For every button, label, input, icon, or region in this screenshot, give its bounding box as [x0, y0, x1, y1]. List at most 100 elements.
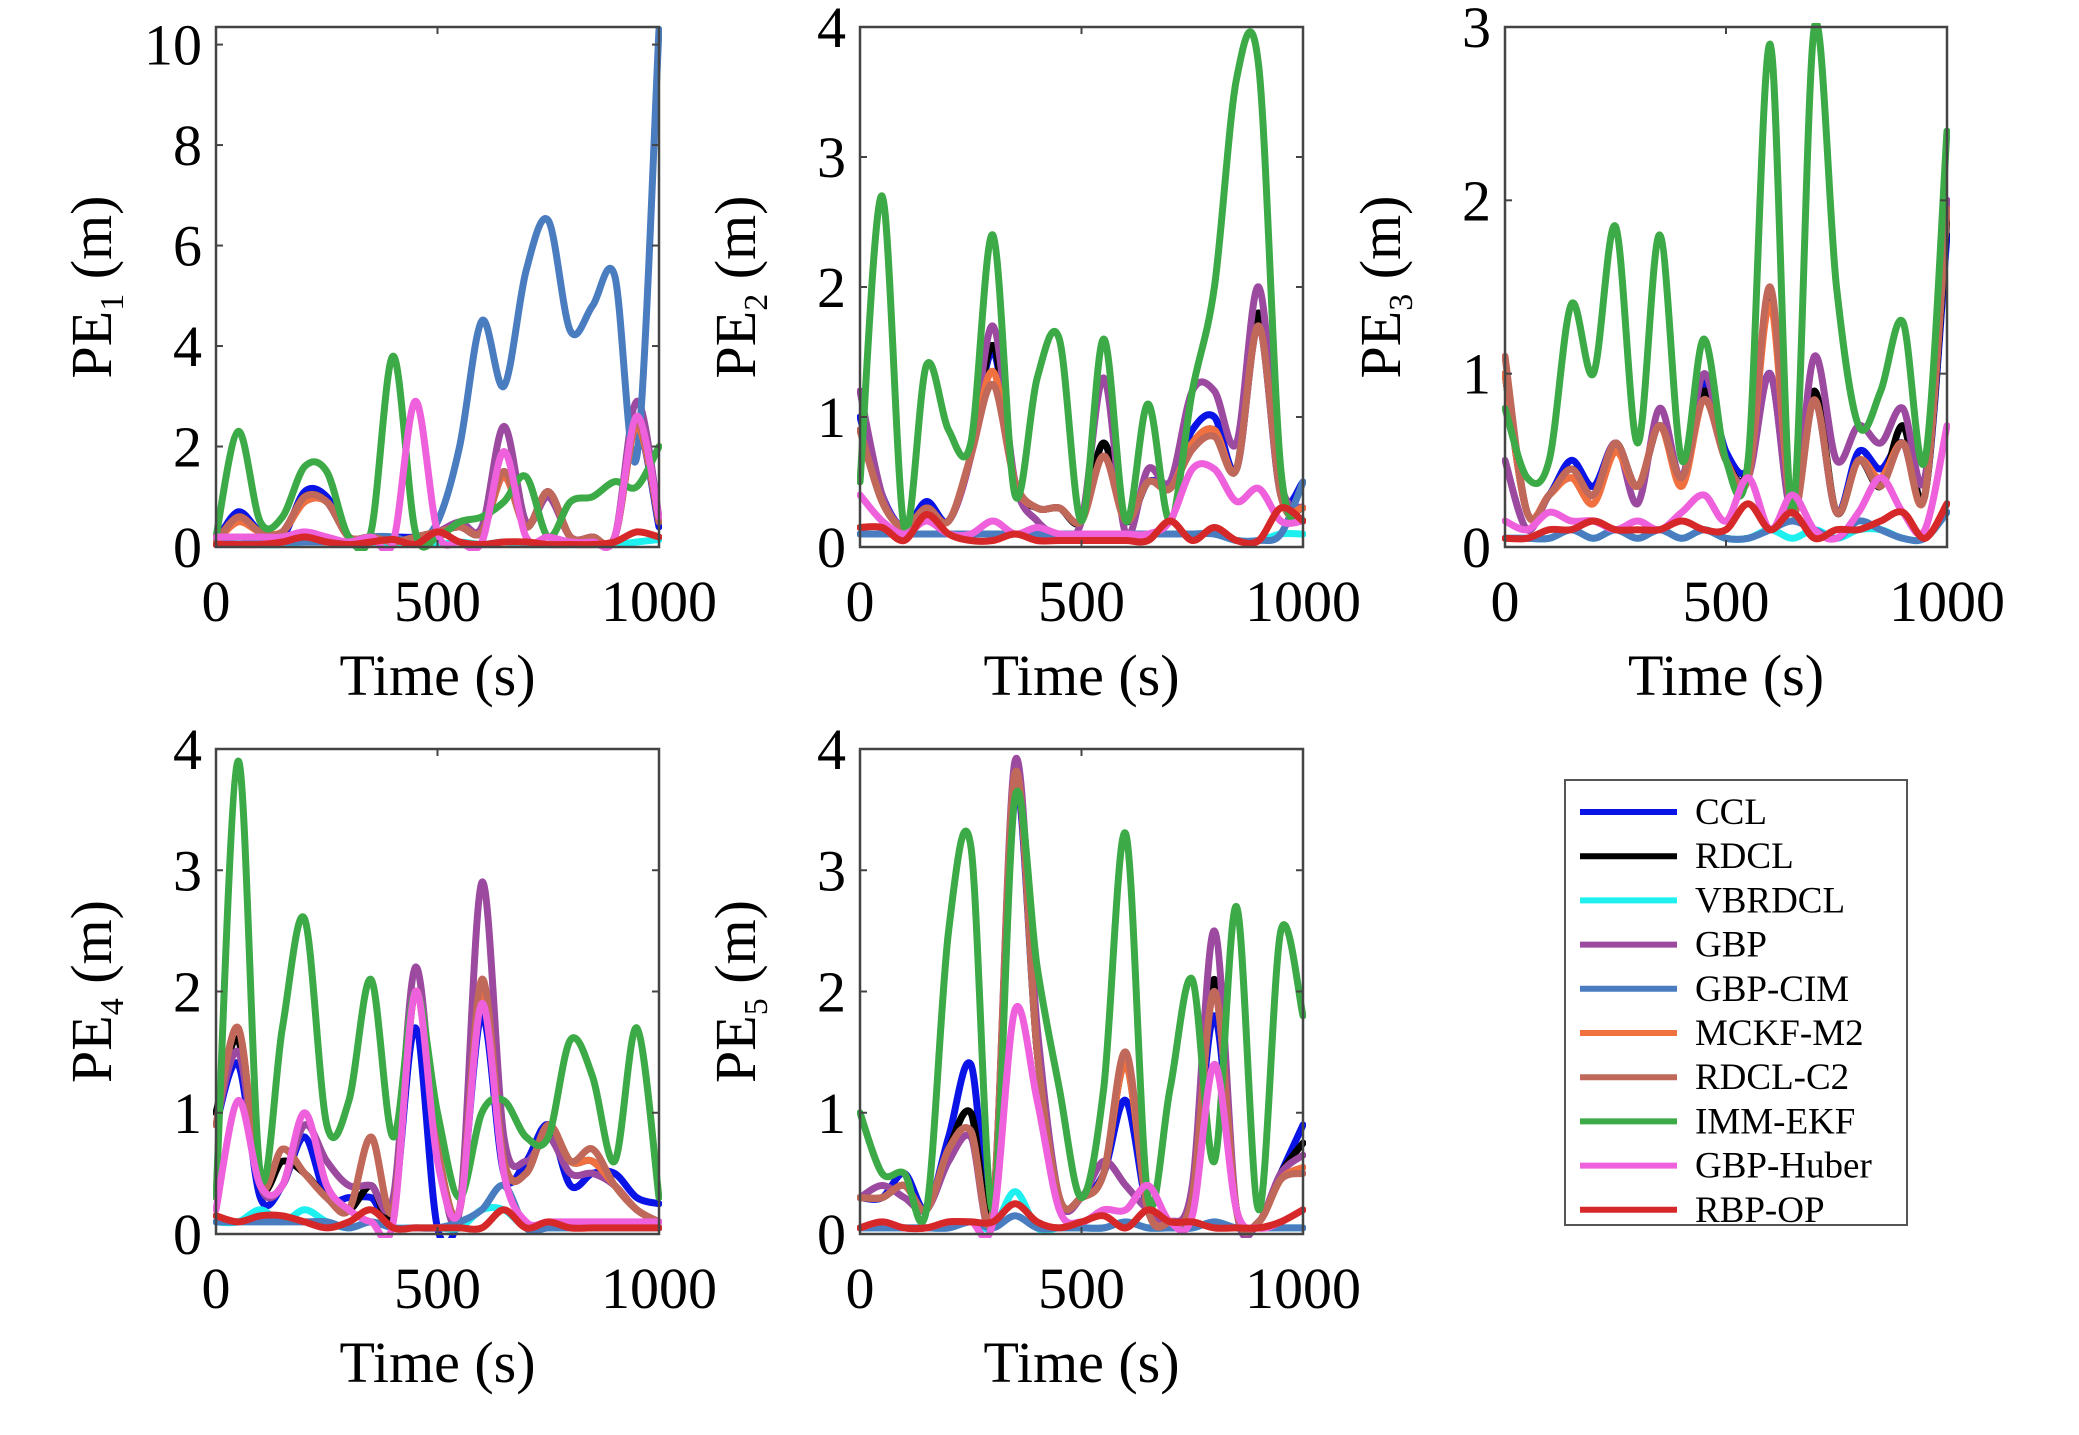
- series-imm-ekf: [857, 787, 1306, 1226]
- x-tick-label: 0: [1491, 569, 1520, 634]
- y-axis-label-main: PE: [59, 311, 124, 379]
- y-axis-label-unit: (m): [59, 196, 124, 294]
- x-tick-label: 500: [1683, 569, 1770, 634]
- y-tick-label: 1: [173, 1081, 202, 1146]
- x-axis-label: Time (s): [339, 1330, 535, 1395]
- y-axis-label: PE2 (m): [703, 196, 775, 379]
- x-tick-label: 0: [846, 1256, 875, 1321]
- y-tick-label: 0: [817, 515, 846, 580]
- y-tick-label: 1: [1462, 342, 1491, 407]
- y-axis-label-main: PE: [59, 1015, 124, 1083]
- y-axis-label-subscript: 4: [94, 998, 131, 1015]
- y-axis-label-subscript: 3: [1383, 294, 1420, 311]
- series-lines: [857, 754, 1306, 1238]
- y-tick-label: 2: [173, 415, 202, 480]
- y-tick-label: 1: [817, 1081, 846, 1146]
- x-tick-label: 1000: [601, 1256, 717, 1321]
- x-axis-label: Time (s): [339, 643, 535, 708]
- x-tick-label: 0: [846, 569, 875, 634]
- y-tick-label: 2: [173, 960, 202, 1025]
- y-axis-label-subscript: 2: [738, 294, 775, 311]
- y-tick-label: 1: [817, 385, 846, 450]
- series-rbp-op: [213, 528, 662, 549]
- x-axis-label: Time (s): [983, 1330, 1179, 1395]
- legend-label: GBP-Huber: [1695, 1146, 1872, 1187]
- series-rbp-op: [1502, 500, 1950, 543]
- legend-item: CCL: [1580, 792, 1767, 833]
- legend-label: GBP: [1695, 925, 1767, 966]
- y-axis-label-subscript: 5: [738, 998, 775, 1015]
- y-tick-label: 4: [817, 0, 846, 60]
- series-rbp-op: [857, 1200, 1306, 1233]
- legend-label: CCL: [1695, 792, 1767, 833]
- y-tick-label: 2: [817, 960, 846, 1025]
- legend-label: RDCL: [1695, 836, 1794, 877]
- y-axis-label-main: PE: [703, 1015, 768, 1083]
- x-tick-label: 1000: [1889, 569, 2005, 634]
- legend-label: RBP-OP: [1695, 1190, 1825, 1231]
- legend-item: GBP-Huber: [1580, 1146, 1872, 1187]
- y-tick-label: 0: [173, 1202, 202, 1267]
- subplot-pe5: 0 500 1000 0 1 2 3 4 Time (s) PE5 (m): [703, 717, 1361, 1395]
- series-imm-ekf: [213, 352, 662, 551]
- subplot-pe3: 0 500 1000 0 1 2 3 Time (s) PE3 (m): [1348, 0, 2005, 708]
- y-axis-label-unit: (m): [59, 900, 124, 998]
- y-tick-label: 4: [173, 314, 202, 379]
- series-rdcl-c2: [857, 767, 1306, 1236]
- y-tick-label: 2: [1462, 168, 1491, 233]
- y-tick-label: 3: [173, 838, 202, 903]
- y-tick-label: 4: [173, 717, 202, 782]
- legend-label: RDCL-C2: [1695, 1057, 1849, 1098]
- subplot-pe1: 0 500 1000 0 2 4 6 8 10 Time (s) PE1 (m): [59, 13, 717, 708]
- legend-item: IMM-EKF: [1580, 1101, 1855, 1142]
- legend: CCLRDCLVBRDCLGBPGBP-CIMMCKF-M2RDCL-C2IMM…: [1564, 779, 1908, 1231]
- y-axis-label-unit: (m): [703, 900, 768, 998]
- y-tick-label: 4: [817, 717, 846, 782]
- x-axis-label: Time (s): [1628, 643, 1824, 708]
- x-tick-label: 500: [394, 1256, 481, 1321]
- legend-item: GBP: [1580, 925, 1767, 966]
- x-tick-label: 500: [1038, 569, 1125, 634]
- y-tick-label: 3: [1462, 0, 1491, 60]
- y-tick-label: 6: [173, 214, 202, 279]
- legend-label: IMM-EKF: [1695, 1101, 1855, 1142]
- y-tick-label: 10: [144, 13, 202, 78]
- series-gbp-cim: [213, 26, 662, 547]
- legend-item: GBP-CIM: [1580, 969, 1849, 1010]
- legend-item: RDCL-C2: [1580, 1057, 1849, 1098]
- series-imm-ekf: [1502, 23, 1950, 516]
- series-gbp-huber: [1502, 422, 1950, 543]
- legend-item: RDCL: [1580, 836, 1794, 877]
- plot-area: [216, 27, 659, 547]
- series-imm-ekf: [857, 28, 1306, 535]
- x-tick-label: 0: [202, 1256, 231, 1321]
- legend-item: VBRDCL: [1580, 880, 1845, 921]
- y-tick-label: 3: [817, 125, 846, 190]
- y-axis-label: PE5 (m): [703, 900, 775, 1083]
- y-tick-label: 3: [817, 838, 846, 903]
- y-tick-label: 0: [817, 1202, 846, 1267]
- x-tick-label: 500: [1038, 1256, 1125, 1321]
- x-tick-label: 0: [202, 569, 231, 634]
- y-axis-label-unit: (m): [1348, 196, 1413, 294]
- y-tick-label: 0: [1462, 515, 1491, 580]
- series-gbp-huber: [213, 987, 662, 1238]
- y-tick-label: 0: [173, 515, 202, 580]
- legend-label: VBRDCL: [1695, 880, 1845, 921]
- x-tick-label: 500: [394, 569, 481, 634]
- legend-item: MCKF-M2: [1580, 1013, 1864, 1054]
- y-axis-label: PE3 (m): [1348, 196, 1420, 379]
- y-axis-label-subscript: 1: [94, 294, 131, 311]
- y-tick-label: 8: [173, 113, 202, 178]
- y-axis-label-unit: (m): [703, 196, 768, 294]
- x-tick-label: 1000: [1245, 1256, 1361, 1321]
- series-gbp-huber: [857, 460, 1306, 540]
- y-axis-label-main: PE: [703, 311, 768, 379]
- x-axis-label: Time (s): [983, 643, 1179, 708]
- y-axis-label: PE1 (m): [59, 196, 131, 379]
- series-lines: [1502, 23, 1950, 545]
- series-lines: [857, 28, 1306, 547]
